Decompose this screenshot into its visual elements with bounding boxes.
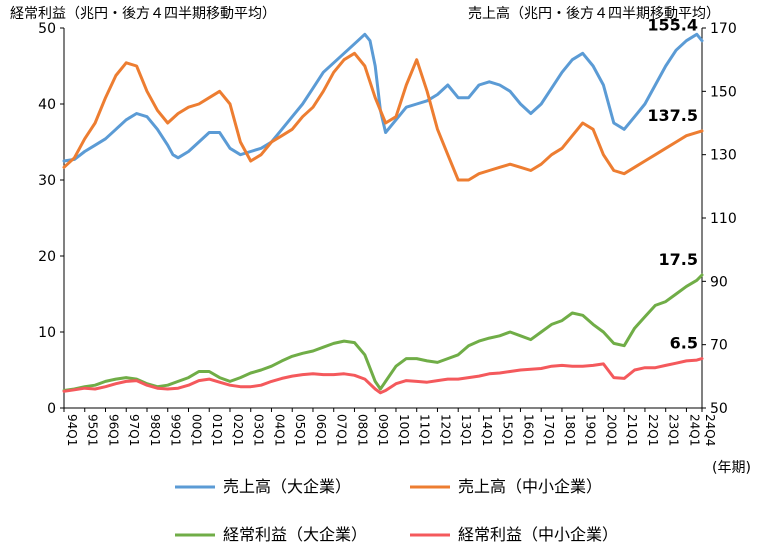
legend-label-3: 経常利益（中小企業） [458, 525, 618, 544]
series-end-label-0: 155.4 [647, 16, 698, 35]
x-tick-label: 11Q1 [418, 414, 432, 446]
x-tick-label: 21Q1 [625, 414, 639, 446]
right-y-tick-label: 110 [710, 211, 737, 227]
right-y-tick-label: 70 [710, 338, 728, 354]
x-tick-label: 16Q1 [521, 414, 535, 446]
x-tick-label: 07Q1 [335, 414, 349, 446]
x-tick-label: 01Q1 [210, 414, 224, 446]
x-tick-label: 15Q1 [501, 414, 515, 446]
x-tick-label: 20Q1 [604, 414, 618, 446]
x-tick-label: 95Q1 [86, 414, 100, 446]
left-y-tick-label: 40 [38, 97, 56, 113]
x-tick-label: 02Q1 [231, 414, 245, 446]
right-y-tick-label: 130 [710, 148, 737, 164]
legend-label-0: 売上高（大企業） [223, 477, 351, 496]
x-tick-label: 13Q1 [459, 414, 473, 446]
x-tick-label: 98Q1 [148, 414, 162, 446]
x-tick-label: 96Q1 [106, 414, 120, 446]
x-tick-label: 00Q1 [189, 414, 203, 446]
x-tick-label: 09Q1 [376, 414, 390, 446]
right-y-tick-label: 150 [710, 84, 737, 100]
right-y-tick-label: 90 [710, 274, 728, 290]
x-tick-label: 14Q1 [480, 414, 494, 446]
series-end-label-2: 17.5 [659, 250, 698, 269]
x-tick-label: 94Q1 [65, 414, 79, 446]
x-tick-label: 08Q1 [355, 414, 369, 446]
right-y-tick-label: 50 [710, 401, 728, 417]
x-tick-label: 17Q1 [542, 414, 556, 446]
x-tick-label: 99Q1 [169, 414, 183, 446]
right-y-tick-label: 170 [710, 21, 737, 37]
x-tick-label: 24Q4 [703, 414, 717, 446]
x-tick-label: 05Q1 [293, 414, 307, 446]
series-line-2 [62, 273, 704, 392]
left-y-tick-label: 50 [38, 21, 56, 37]
x-tick-label: 03Q1 [252, 414, 266, 446]
legend-label-1: 売上高（中小企業） [458, 477, 602, 496]
x-tick-label: 19Q1 [584, 414, 598, 446]
series-line-3 [62, 357, 704, 395]
legend-label-2: 経常利益（大企業） [223, 525, 367, 544]
right-axis-title: 売上高（兆円・後方４四半期移動平均） [468, 5, 720, 22]
left-y-tick-label: 30 [38, 173, 56, 189]
x-tick-label: 97Q1 [127, 414, 141, 446]
x-tick-label: 22Q1 [646, 414, 660, 446]
series-end-label-1: 137.5 [647, 106, 698, 125]
series-line-0 [62, 32, 704, 163]
x-tick-label: 04Q1 [272, 414, 286, 446]
x-tick-label: 24Q1 [687, 414, 701, 446]
series-end-label-3: 6.5 [670, 334, 698, 353]
left-y-tick-label: 20 [38, 249, 56, 265]
left-y-tick-label: 0 [47, 401, 56, 417]
x-tick-label: 18Q1 [563, 414, 577, 446]
x-tick-label: 23Q1 [667, 414, 681, 446]
left-axis-title: 経常利益（兆円・後方４四半期移動平均） [10, 6, 276, 22]
left-y-tick-label: 10 [38, 325, 56, 341]
series-line-1 [62, 51, 704, 182]
x-tick-label: 12Q1 [438, 414, 452, 446]
x-tick-label: 10Q1 [397, 414, 411, 446]
x-axis-unit-label: (年期) [712, 460, 751, 476]
x-tick-label: 06Q1 [314, 414, 328, 446]
